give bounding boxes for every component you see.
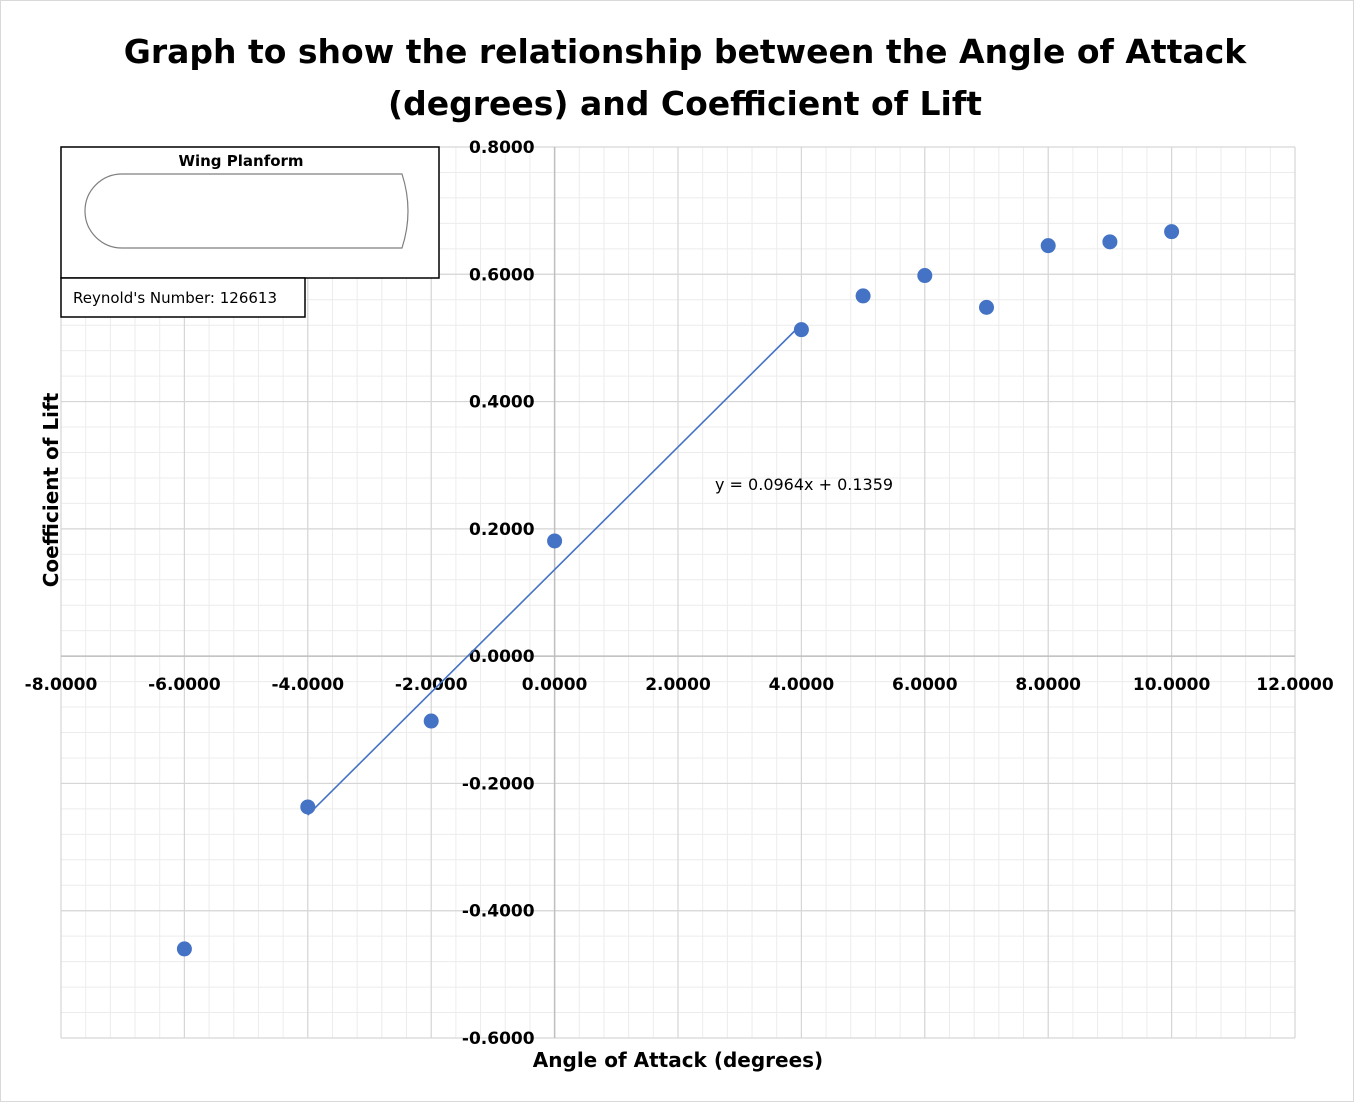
x-tick-label: -6.0000: [148, 675, 221, 695]
trendline-group: [307, 323, 802, 816]
chart-title-line-1: Graph to show the relationship between t…: [123, 32, 1247, 71]
wing-planform-shape: [84, 173, 409, 249]
chart-title: Graph to show the relationship between t…: [60, 26, 1310, 130]
y-tick-label: 0.8000: [469, 138, 535, 158]
data-point: [423, 713, 439, 729]
y-tick-label: -0.6000: [462, 1029, 535, 1049]
x-tick-label: -4.0000: [271, 675, 344, 695]
data-point: [1102, 234, 1118, 250]
data-point: [793, 322, 809, 338]
chart-title-line-2: (degrees) and Coefficient of Lift: [388, 84, 982, 123]
x-tick-label: 0.0000: [522, 675, 588, 695]
x-tick-label: -2.0000: [395, 675, 468, 695]
axes: [61, 147, 1295, 1038]
data-point: [547, 533, 563, 549]
data-point: [979, 299, 994, 315]
y-tick-label: 0.0000: [469, 647, 535, 667]
y-tick-label: 0.6000: [469, 265, 535, 285]
data-point: [176, 941, 192, 957]
data-point: [855, 288, 871, 304]
x-tick-label: 6.0000: [892, 675, 958, 695]
data-point: [1040, 238, 1056, 254]
y-tick-label: 0.4000: [469, 393, 535, 413]
y-tick-labels: -0.6000 -0.4000 -0.2000 0.0000 0.2000 0.4000 0…: [462, 138, 535, 1049]
data-point: [1164, 224, 1180, 240]
data-point: [300, 799, 316, 815]
y-tick-label: -0.4000: [462, 902, 535, 922]
x-tick-labels: -8.0000 -6.0000 -4.0000 -2.0000 0.0000 2.0000…: [25, 675, 1334, 695]
y-tick-label: 0.2000: [469, 520, 535, 540]
data-points: [176, 224, 1180, 957]
y-tick-label: -0.2000: [462, 774, 535, 794]
inset-title: Wing Planform: [178, 152, 303, 170]
x-tick-label: 8.0000: [1015, 675, 1081, 695]
x-tick-label: 12.0000: [1256, 675, 1334, 695]
trendline: [307, 323, 802, 816]
x-tick-label: 2.0000: [645, 675, 711, 695]
y-axis-title: Coefficient of Lift: [39, 392, 63, 587]
reynolds-number-label: Reynold's Number: 126613: [73, 289, 277, 307]
trendline-equation: y = 0.0964x + 0.1359: [715, 475, 893, 494]
x-tick-label: 10.0000: [1133, 675, 1211, 695]
x-tick-label: -8.0000: [25, 675, 98, 695]
x-tick-label: 4.0000: [769, 675, 835, 695]
wing-planform-inset: Wing Planform Reynold's Number: 126613: [60, 146, 440, 318]
data-point: [917, 268, 933, 284]
x-axis-title: Angle of Attack (degrees): [533, 1048, 823, 1072]
reynolds-box: [60, 277, 306, 318]
